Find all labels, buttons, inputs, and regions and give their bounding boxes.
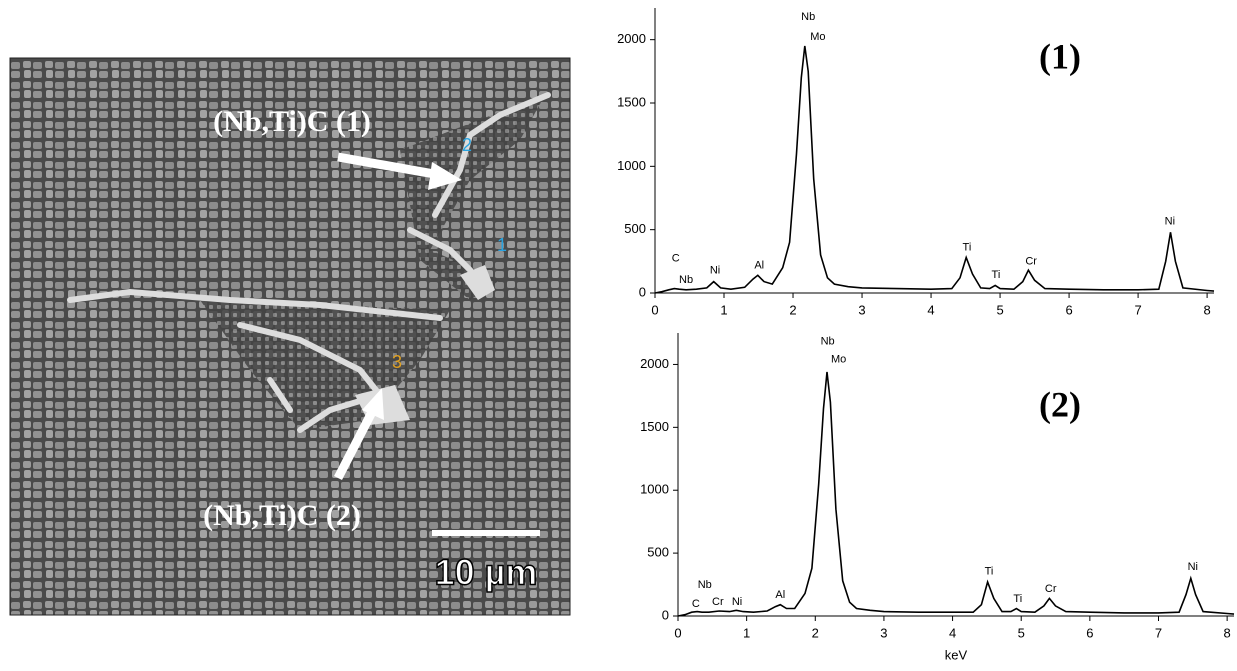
carbide-streaks (67, 92, 551, 433)
peak-label: C (692, 598, 700, 610)
x-tick-label: 1 (720, 302, 727, 317)
peak-label: Ti (963, 242, 972, 254)
x-tick-label: 7 (1155, 625, 1162, 640)
x-tick-label: 6 (1065, 302, 1072, 317)
peak-label: Cr (1025, 256, 1037, 268)
spectrum-line (677, 371, 1235, 617)
peak-label: Nb (821, 336, 835, 348)
peak-label: Al (754, 260, 764, 272)
x-tick-label: 8 (1203, 302, 1210, 317)
y-tick-label: 1500 (640, 419, 669, 434)
point-marker: 1 (497, 235, 507, 255)
peak-label: Nb (698, 579, 712, 591)
point-marker: 2 (462, 135, 472, 155)
x-tick-label: 0 (651, 302, 658, 317)
x-tick-label: 3 (858, 302, 865, 317)
peak-label: Ni (732, 596, 742, 608)
scale-bar-label: 10 µm (435, 552, 538, 593)
y-tick-label: 0 (639, 284, 646, 299)
micrograph: (Nb,Ti)C (1) (Nb,Ti)C (2) 1 2 3 10 µm (9, 57, 571, 616)
phase-label: (Nb,Ti)C (1) (213, 105, 371, 138)
y-tick-label: 1000 (617, 158, 646, 173)
x-tick-label: 1 (743, 625, 750, 640)
point-marker: 3 (392, 352, 402, 372)
peak-label: Mo (810, 31, 825, 43)
peak-label: Ti (1013, 593, 1022, 605)
arrow-head (362, 388, 384, 420)
phase-label: (Nb,Ti)C (2) (203, 499, 361, 532)
x-tick-label: 2 (812, 625, 819, 640)
y-tick-label: 0 (662, 607, 669, 622)
arrow-shaft (333, 409, 377, 481)
x-tick-label: 5 (996, 302, 1003, 317)
peak-label: Cr (712, 596, 724, 608)
spectrum-line (654, 45, 1215, 294)
peak-label: Ni (710, 265, 720, 277)
x-tick-label: 0 (674, 625, 681, 640)
x-tick-label: 8 (1224, 625, 1231, 640)
x-tick-label: 6 (1086, 625, 1093, 640)
chart-title: (2) (1039, 384, 1081, 424)
peak-label: Ti (985, 565, 994, 577)
carbide (460, 265, 495, 300)
x-axis-label: keV (945, 647, 968, 662)
y-tick-label: 500 (624, 221, 646, 236)
y-tick-label: 1000 (640, 482, 669, 497)
peak-label: Cr (1045, 583, 1057, 595)
x-tick-label: 4 (927, 302, 934, 317)
arrow-shaft (337, 152, 441, 180)
x-tick-label: 5 (1018, 625, 1025, 640)
peak-label: Nb (801, 11, 815, 23)
y-tick-label: 2000 (617, 31, 646, 46)
peak-label: Nb (679, 274, 693, 286)
chart-title: (1) (1039, 36, 1081, 76)
peak-label: Al (775, 589, 785, 601)
fine-region (400, 95, 545, 300)
x-tick-label: 2 (789, 302, 796, 317)
peak-label: C (672, 253, 680, 265)
peak-label: Ti (992, 269, 1001, 281)
y-tick-label: 500 (647, 545, 669, 560)
arrow-head (428, 162, 462, 190)
peak-label: Mo (831, 353, 846, 365)
peak-label: Ni (1188, 561, 1198, 573)
x-tick-label: 4 (949, 625, 956, 640)
peak-label: Ni (1165, 216, 1175, 228)
y-tick-label: 1500 (617, 94, 646, 109)
x-tick-label: 7 (1134, 302, 1141, 317)
y-tick-label: 2000 (640, 356, 669, 371)
x-tick-label: 3 (880, 625, 887, 640)
